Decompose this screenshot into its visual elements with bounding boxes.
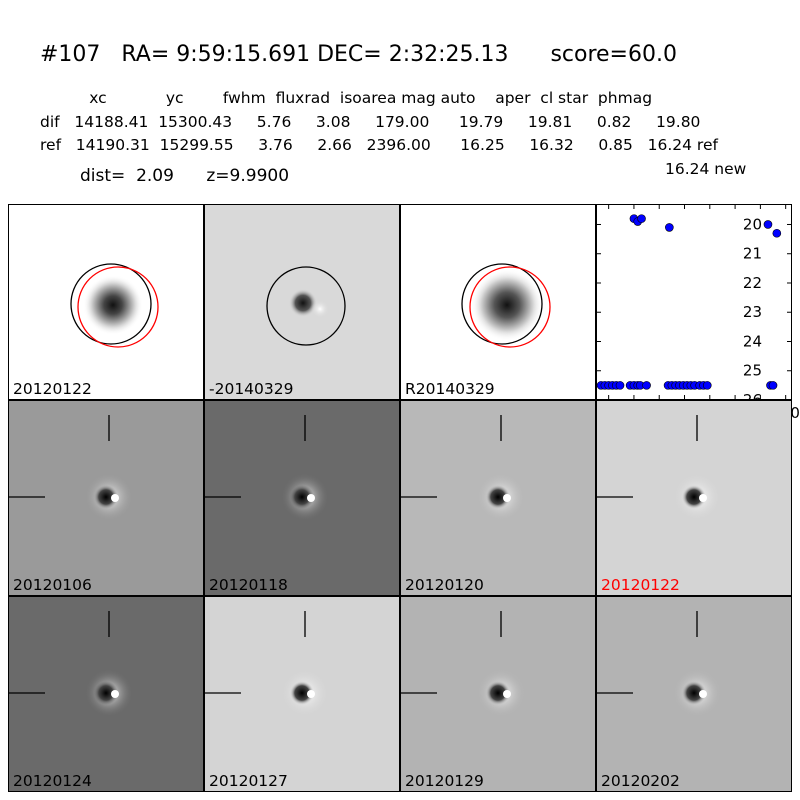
stamp-image: [597, 415, 721, 521]
dark-core: [290, 485, 314, 509]
stamp-date-label: 20120120: [405, 576, 484, 594]
stamp-panel: 20120106: [8, 400, 204, 596]
new-mag-line: 16.24 new: [665, 160, 747, 178]
new-image-panel: 20120122: [8, 204, 204, 400]
bright-core: [503, 494, 511, 502]
bright-core: [111, 690, 119, 698]
stamp-image: [9, 611, 133, 717]
stamp-date-label: 20120118: [209, 576, 288, 594]
stamp-image: [401, 415, 525, 521]
stamp-image: [9, 415, 133, 521]
stamp-date-label: 20120129: [405, 772, 484, 790]
bright-core: [307, 690, 315, 698]
dif-circle: [70, 263, 152, 345]
star-blob: [471, 269, 543, 341]
dif-circle: [266, 266, 346, 346]
bright-core: [699, 690, 707, 698]
bright-core: [307, 494, 315, 502]
dark-core: [290, 681, 314, 705]
dark-blob: [289, 289, 317, 317]
bright-core: [503, 690, 511, 698]
y-tick-label: 20: [743, 215, 762, 233]
header-title: #107 RA= 9:59:15.691 DEC= 2:32:25.13 sco…: [40, 42, 677, 67]
data-point: [642, 381, 651, 390]
ref-image-panel: R20140329: [400, 204, 596, 400]
light-curve-chart: 20212223242526-20020406080100120: [596, 204, 800, 422]
diff-image-panel: -20140329: [204, 204, 400, 400]
columns-header: xc yc fwhm fluxrad isoarea mag auto aper…: [40, 89, 653, 107]
bright-core: [111, 494, 119, 502]
stamp-panel: 20120120: [400, 400, 596, 596]
stamp-image: [597, 611, 721, 717]
stamp-date-label: 20120124: [13, 772, 92, 790]
dark-core: [682, 485, 706, 509]
dark-core: [94, 681, 118, 705]
stamp-panel: 20120122: [596, 400, 792, 596]
star-blob: [83, 275, 143, 335]
dark-core: [486, 681, 510, 705]
data-point: [772, 228, 782, 238]
stamp-image: [205, 611, 329, 717]
panel-label: 20120122: [13, 380, 92, 398]
stamp-date-label: 20120127: [209, 772, 288, 790]
y-tick-label: 22: [743, 274, 762, 292]
diff-image-stamp: [266, 266, 346, 346]
panel-label: R20140329: [405, 380, 495, 398]
stamp-date-label: 20120106: [13, 576, 92, 594]
data-point: [702, 381, 712, 390]
dark-core: [94, 485, 118, 509]
ref-circle: [469, 266, 551, 348]
data-point: [768, 381, 778, 390]
data-point: [615, 381, 625, 390]
dist-line: dist= 2.09 z=9.9900: [80, 166, 290, 186]
light-blob: [311, 300, 329, 318]
stamp-date-label: 20120122: [601, 576, 680, 594]
dark-core: [682, 681, 706, 705]
y-tick-label: 23: [743, 303, 762, 321]
stamp-date-label: 20120202: [601, 772, 680, 790]
bright-core: [699, 494, 707, 502]
data-point: [637, 214, 646, 223]
new-image-stamp: [70, 263, 159, 348]
data-point: [665, 223, 674, 232]
data-point: [763, 220, 773, 229]
ref-image-stamp: [461, 263, 551, 348]
dif-circle: [461, 263, 543, 345]
stamp-image: [401, 611, 525, 717]
stamp-image: [205, 415, 329, 521]
y-tick-label: 25: [743, 362, 762, 380]
stamp-panel: 20120118: [204, 400, 400, 596]
stamp-panel: 20120127: [204, 596, 400, 792]
plot-frame: [596, 204, 792, 400]
stamp-panel: 20120124: [8, 596, 204, 792]
ref-circle: [77, 266, 159, 348]
y-tick-label: 21: [743, 245, 762, 263]
ref-row: ref 14190.31 15299.55 3.76 2.66 2396.00 …: [40, 136, 718, 154]
stamp-panel: 20120129: [400, 596, 596, 792]
stamp-panel: 20120202: [596, 596, 792, 792]
y-tick-label: 24: [743, 332, 762, 350]
dif-row: dif 14188.41 15300.43 5.76 3.08 179.00 1…: [40, 113, 701, 131]
dark-core: [486, 485, 510, 509]
panel-label: -20140329: [209, 380, 294, 398]
